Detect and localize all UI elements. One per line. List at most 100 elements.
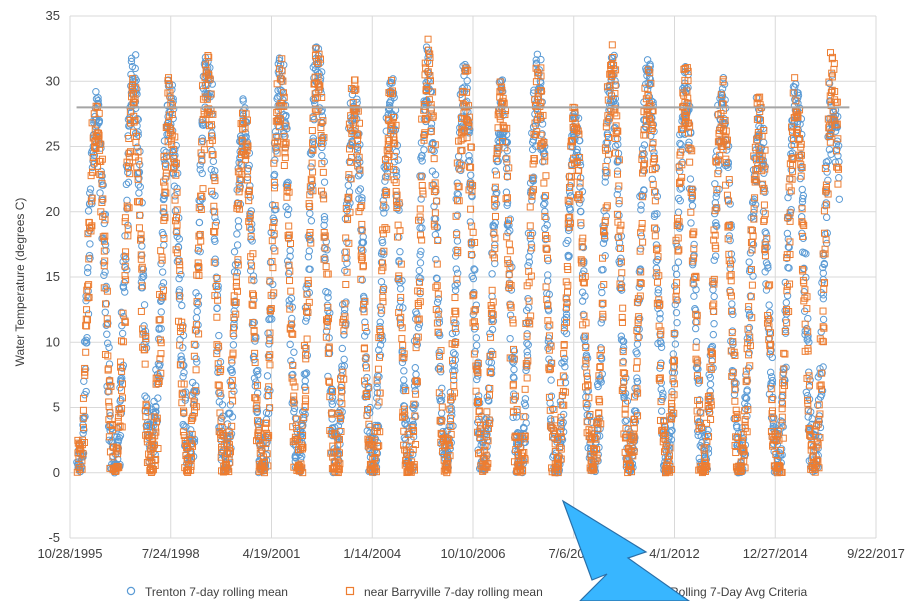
trenton-point <box>374 422 383 431</box>
trenton-point <box>433 274 441 283</box>
trenton-point <box>831 111 840 119</box>
trenton-point <box>824 176 832 185</box>
barryville-point <box>143 422 151 430</box>
trenton-point <box>141 392 149 400</box>
barryville-point <box>431 209 439 217</box>
trenton-point <box>543 277 552 285</box>
trenton-point <box>378 238 387 247</box>
trenton-point <box>693 364 701 372</box>
barryville-point <box>424 35 432 43</box>
barryville-point <box>638 219 646 227</box>
trenton-point <box>100 271 108 279</box>
barryville-point <box>173 221 181 229</box>
trenton-point <box>417 195 425 203</box>
trenton-point <box>134 181 143 189</box>
trenton-point <box>280 123 289 131</box>
trenton-point <box>561 378 570 387</box>
barryville-point <box>102 300 110 308</box>
trenton-point <box>768 380 777 388</box>
trenton-point <box>356 158 364 166</box>
trenton-point <box>356 140 364 149</box>
barryville-point <box>523 374 531 382</box>
trenton-point <box>785 243 793 252</box>
barryville-point <box>118 367 126 375</box>
trenton-point <box>465 156 474 165</box>
trenton-point <box>819 315 828 324</box>
barryville-point <box>153 414 161 422</box>
trenton-point <box>728 300 736 308</box>
trenton-point <box>637 206 645 214</box>
trenton-point <box>690 292 698 300</box>
trenton-point <box>785 264 793 272</box>
barryville-point <box>379 293 387 301</box>
trenton-point <box>823 168 831 176</box>
trenton-point <box>400 376 408 384</box>
trenton-point <box>726 236 734 245</box>
barryville-point <box>171 133 179 141</box>
trenton-point <box>648 175 656 183</box>
trenton-point <box>821 230 829 239</box>
trenton-point <box>83 333 91 342</box>
trenton-point <box>124 168 132 177</box>
trenton-point <box>472 341 481 350</box>
trenton-point <box>603 139 612 147</box>
barryville-point <box>119 309 127 317</box>
barryville-point <box>125 149 133 157</box>
trenton-point <box>643 56 652 64</box>
trenton-point <box>489 221 497 229</box>
barryville-point <box>97 140 105 148</box>
barryville-point <box>117 337 125 345</box>
barryville-point <box>633 364 641 372</box>
trenton-point <box>304 252 313 261</box>
trenton-point <box>320 221 328 229</box>
trenton-point <box>363 327 371 336</box>
trenton-point <box>177 352 185 360</box>
barryville-point <box>83 316 91 324</box>
trenton-point <box>706 373 715 382</box>
trenton-point <box>614 157 622 166</box>
barryville-point <box>308 127 316 135</box>
trenton-point <box>800 249 809 257</box>
barryville-point <box>491 212 499 220</box>
trenton-point <box>562 310 571 319</box>
trenton-point <box>504 228 512 237</box>
trenton-point <box>401 435 410 444</box>
trenton-point <box>136 147 144 156</box>
trenton-point <box>498 76 507 84</box>
barryville-point <box>161 213 169 221</box>
trenton-point <box>761 228 769 236</box>
trenton-point <box>158 268 167 276</box>
barryville-point <box>280 161 288 169</box>
barryville-point <box>161 182 169 190</box>
trenton-point <box>159 279 168 287</box>
trenton-point <box>212 218 221 226</box>
trenton-point <box>136 183 144 191</box>
barryville-point <box>173 249 181 257</box>
trenton-point <box>749 272 757 280</box>
barryville-point <box>189 442 197 450</box>
trenton-point <box>782 298 791 307</box>
barryville-point <box>87 197 95 205</box>
trenton-point <box>581 292 589 300</box>
trenton-point <box>710 320 718 328</box>
trenton-point <box>358 194 366 202</box>
trenton-point <box>234 223 243 231</box>
barryville-point <box>190 352 198 360</box>
trenton-point <box>211 167 219 175</box>
trenton-point <box>157 324 165 333</box>
barryville-point <box>124 232 132 240</box>
barryville-point <box>171 196 179 204</box>
trenton-point <box>762 229 770 238</box>
trenton-point <box>565 252 573 260</box>
barryville-point <box>103 287 111 295</box>
barryville-point <box>123 202 131 210</box>
trenton-point <box>455 160 463 168</box>
barryville-point <box>503 233 511 241</box>
trenton-point <box>247 207 256 215</box>
trenton-point <box>433 298 442 307</box>
trenton-point <box>196 247 204 256</box>
trenton-point <box>671 340 680 348</box>
barryville-point <box>134 148 142 156</box>
barryville-point <box>161 162 169 170</box>
trenton-point <box>561 363 569 371</box>
